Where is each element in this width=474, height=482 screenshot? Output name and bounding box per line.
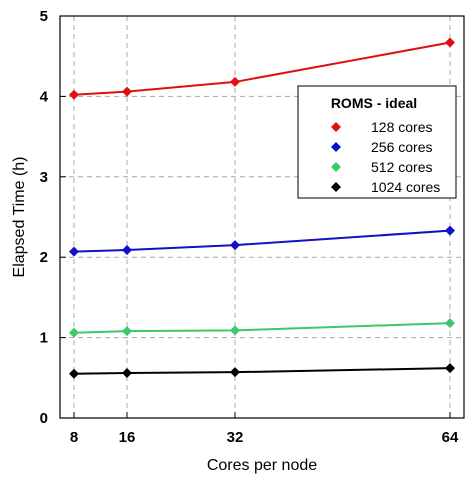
legend-label: 128 cores [371, 119, 432, 135]
series-layer [69, 37, 455, 379]
series-512-cores [69, 318, 455, 338]
data-point [445, 363, 455, 374]
series-line [73, 41, 451, 96]
series-line [73, 229, 451, 253]
legend-title: ROMS - ideal [331, 95, 417, 111]
data-point [69, 89, 79, 100]
y-tick-label: 5 [40, 8, 48, 25]
series-line [73, 322, 451, 334]
y-tick-label: 3 [40, 169, 48, 186]
legend-marker [331, 142, 341, 152]
data-point [69, 368, 79, 379]
y-tick-label: 0 [40, 410, 48, 427]
legend: ROMS - ideal 128 cores 256 cores 512 cores… [297, 85, 457, 199]
x-tick-label: 64 [442, 429, 459, 446]
legend-label: 1024 cores [371, 179, 440, 195]
data-point [445, 318, 455, 329]
x-axis-label: Cores per node [207, 457, 317, 474]
data-point [69, 246, 79, 257]
data-point [122, 367, 132, 378]
data-point [230, 240, 240, 251]
x-axis-ticks: 8 16 32 64 [70, 412, 459, 446]
series-1024-cores [69, 363, 455, 379]
legend-box [297, 85, 457, 199]
y-axis-ticks: 0 1 2 3 4 5 [40, 8, 66, 427]
legend-items: 128 cores 256 cores 512 cores 1024 cores [331, 119, 440, 195]
legend-marker [331, 162, 341, 172]
x-tick-label: 16 [119, 429, 136, 446]
data-point [230, 367, 240, 378]
data-point [230, 325, 240, 336]
series-256-cores [69, 225, 455, 257]
data-point [69, 327, 79, 338]
data-point [122, 326, 132, 337]
data-point [445, 37, 455, 48]
series-128-cores [69, 37, 455, 100]
y-axis-label: Elapsed Time (h) [11, 157, 28, 278]
y-tick-label: 2 [40, 249, 48, 266]
legend-marker [331, 122, 341, 132]
legend-label: 512 cores [371, 159, 432, 175]
legend-label: 256 cores [371, 139, 432, 155]
x-tick-label: 8 [70, 429, 78, 446]
data-point [230, 76, 240, 87]
series-line [73, 367, 451, 375]
y-tick-label: 1 [40, 330, 48, 347]
data-point [122, 86, 132, 97]
legend-marker [331, 182, 341, 192]
data-point [445, 225, 455, 236]
data-point [122, 244, 132, 255]
y-tick-label: 4 [40, 88, 49, 105]
x-tick-label: 32 [227, 429, 244, 446]
plot-frame [59, 15, 465, 419]
